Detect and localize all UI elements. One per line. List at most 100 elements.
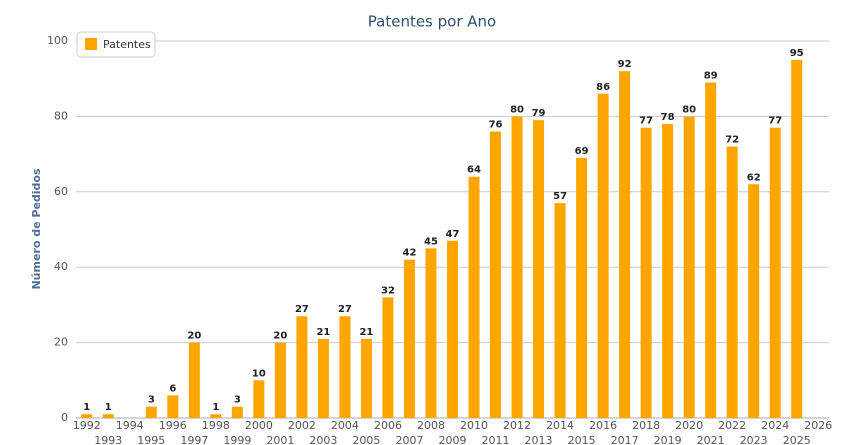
bar [683, 116, 695, 419]
y-axis-title: Número de Pedidos [30, 168, 43, 290]
bar [231, 406, 243, 418]
value-label: 1 [105, 402, 112, 413]
y-tick-label: 100 [47, 34, 68, 47]
value-label: 79 [532, 108, 546, 119]
value-label: 86 [596, 82, 610, 93]
x-tick-label: 2002 [288, 419, 316, 432]
value-label: 45 [424, 236, 438, 247]
y-tick-label: 40 [54, 260, 68, 273]
y-tick-label: 80 [54, 109, 68, 122]
x-tick-label: 2011 [482, 434, 510, 445]
value-label: 77 [639, 116, 653, 127]
x-tick-label: 2018 [632, 419, 660, 432]
x-tick-label: 1999 [223, 434, 251, 445]
x-tick-label: 2023 [740, 434, 768, 445]
bar [210, 414, 222, 418]
value-label: 76 [489, 119, 503, 130]
bar [317, 338, 329, 418]
value-label: 3 [148, 395, 155, 406]
x-tick-label: 2025 [783, 434, 811, 445]
value-label: 27 [338, 304, 352, 315]
x-tick-label: 2015 [568, 434, 596, 445]
x-tick-label: 2022 [718, 419, 746, 432]
x-tick-label: 1997 [180, 434, 208, 445]
x-tick-label: 1995 [137, 434, 165, 445]
legend-label: Patentes [103, 38, 151, 51]
bar [425, 248, 437, 418]
bar [145, 406, 157, 418]
y-tick-label: 20 [54, 336, 68, 349]
x-tick-label: 2013 [525, 434, 553, 445]
bar [597, 93, 609, 418]
x-tick-label: 2000 [245, 419, 273, 432]
bar [102, 414, 114, 418]
value-label: 1 [212, 402, 219, 413]
bar [511, 116, 523, 419]
x-tick-label: 2005 [352, 434, 380, 445]
x-tick-label: 1996 [159, 419, 187, 432]
x-tick-label: 2003 [309, 434, 337, 445]
bar [662, 123, 674, 418]
bar [619, 71, 631, 418]
x-tick-label: 2008 [417, 419, 445, 432]
value-label: 57 [553, 191, 567, 202]
x-tick-label: 2020 [675, 419, 703, 432]
bar [769, 127, 781, 419]
bar [360, 338, 372, 418]
bar [81, 414, 93, 418]
bar [533, 120, 545, 419]
bar [339, 316, 351, 418]
x-tick-label: 1992 [73, 419, 101, 432]
y-tick-label: 60 [54, 185, 68, 198]
bar [167, 395, 179, 418]
value-label: 78 [661, 112, 675, 123]
x-tick-label: 1998 [202, 419, 230, 432]
value-label: 32 [381, 285, 395, 296]
value-label: 77 [768, 116, 782, 127]
bar [576, 157, 588, 418]
x-tick-label: 2012 [503, 419, 531, 432]
x-tick-label: 2019 [654, 434, 682, 445]
value-label: 62 [747, 172, 761, 183]
value-label: 80 [510, 104, 524, 115]
value-label: 69 [575, 146, 589, 157]
bar [403, 259, 415, 418]
x-tick-label: 2001 [266, 434, 294, 445]
x-tick-label: 2004 [331, 419, 359, 432]
bar [382, 297, 394, 418]
x-tick-label: 1994 [116, 419, 144, 432]
bar [490, 131, 502, 419]
bar [253, 380, 265, 418]
x-tick-label: 2026 [804, 419, 832, 432]
value-label: 47 [446, 229, 460, 240]
bar [640, 127, 652, 419]
bar [554, 203, 566, 418]
x-tick-label: 2006 [374, 419, 402, 432]
value-label: 42 [403, 248, 417, 259]
x-tick-label: 2024 [761, 419, 789, 432]
bar [468, 176, 480, 418]
legend-swatch [85, 38, 97, 50]
x-tick-label: 2009 [439, 434, 467, 445]
x-tick-label: 2007 [395, 434, 423, 445]
x-tick-label: 2010 [460, 419, 488, 432]
value-label: 27 [295, 304, 309, 315]
value-label: 10 [252, 368, 266, 379]
value-label: 95 [790, 48, 804, 59]
value-label: 21 [359, 327, 373, 338]
value-label: 92 [618, 59, 632, 70]
x-tick-label: 2016 [589, 419, 617, 432]
value-label: 20 [187, 331, 201, 342]
value-label: 1 [83, 402, 90, 413]
x-tick-label: 2017 [611, 434, 639, 445]
chart-title: Patentes por Ano [368, 13, 496, 31]
value-label: 3 [234, 395, 241, 406]
bar [447, 240, 458, 418]
bar [726, 146, 738, 418]
x-tick-label: 1993 [94, 434, 122, 445]
bar [748, 184, 760, 418]
value-label: 72 [725, 135, 739, 146]
value-label: 64 [467, 165, 481, 176]
value-label: 21 [316, 327, 330, 338]
